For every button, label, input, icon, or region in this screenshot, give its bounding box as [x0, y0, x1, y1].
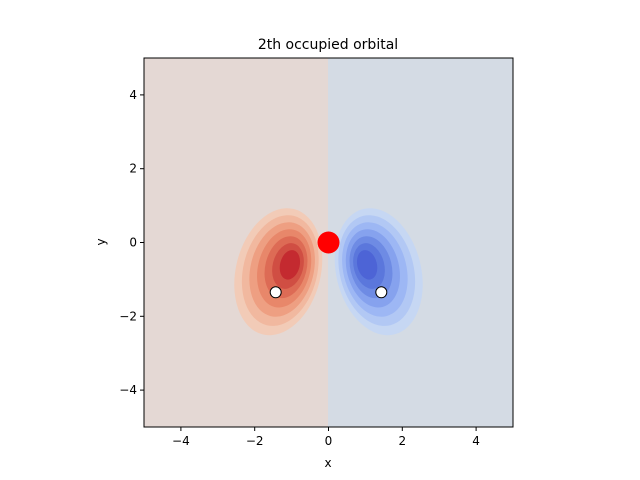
plot-area	[144, 58, 513, 427]
y-axis-label: y	[94, 238, 108, 245]
y-tick-label: 0	[129, 236, 137, 250]
orbital-contours	[234, 208, 423, 336]
atom-h-2	[375, 286, 388, 299]
x-tick-label: 2	[398, 434, 406, 448]
atom-h-1	[269, 286, 282, 299]
y-tick-label: −2	[119, 309, 137, 323]
atoms	[269, 231, 388, 299]
chart-title: 2th occupied orbital	[258, 37, 398, 53]
x-tick-label: 0	[325, 434, 333, 448]
x-axis-ticks: −4 −2 0 2 4	[172, 427, 480, 448]
x-axis-label: x	[324, 456, 331, 470]
y-tick-label: 2	[129, 162, 137, 176]
x-tick-label: 4	[472, 434, 480, 448]
atom-o-0	[317, 231, 340, 254]
contour-band-positive-6	[279, 250, 301, 280]
y-axis-ticks: −4 −2 0 2 4	[119, 88, 144, 397]
y-tick-label: −4	[119, 383, 137, 397]
y-tick-label: 4	[129, 88, 137, 102]
x-tick-label: −2	[246, 434, 264, 448]
contour-band-negative-6	[356, 250, 378, 280]
x-tick-label: −4	[172, 434, 190, 448]
